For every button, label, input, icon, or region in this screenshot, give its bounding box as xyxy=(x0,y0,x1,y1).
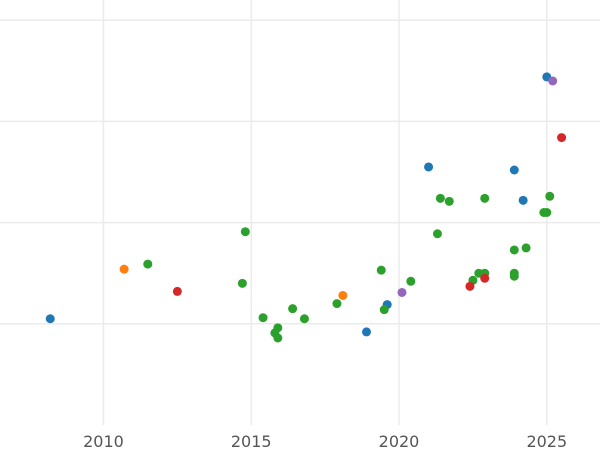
scatter-point xyxy=(397,287,407,297)
scatter-point xyxy=(435,193,445,203)
scatter-point xyxy=(172,286,182,296)
scatter-point xyxy=(376,265,386,275)
scatter-point xyxy=(273,333,283,343)
scatter-point xyxy=(480,273,490,283)
scatter-point xyxy=(542,208,552,217)
scatter-point xyxy=(521,243,531,253)
scatter-point xyxy=(143,259,153,269)
scatter-point xyxy=(379,305,389,315)
scatter-point xyxy=(465,281,475,291)
scatter-point xyxy=(518,195,528,205)
x-tick-label: 2025 xyxy=(526,432,567,450)
scatter-point xyxy=(444,196,454,206)
scatter-point xyxy=(557,133,567,143)
scatter-point xyxy=(406,276,416,286)
scatter-point xyxy=(332,299,342,309)
scatter-point xyxy=(362,327,372,337)
x-tick-label: 2020 xyxy=(379,432,420,450)
scatter-point xyxy=(258,313,268,323)
scatter-point xyxy=(299,314,309,324)
scatter-point xyxy=(509,165,519,175)
x-tick-label: 2010 xyxy=(83,432,124,450)
scatter-point xyxy=(548,76,558,86)
scatter-point xyxy=(240,227,250,237)
points-layer xyxy=(45,72,567,343)
scatter-point xyxy=(119,264,129,274)
scatter-point xyxy=(45,314,55,324)
x-tick-labels: 2010 2015 2020 2025 xyxy=(83,432,567,450)
scatter-point xyxy=(509,245,519,255)
scatter-point xyxy=(273,323,283,333)
scatter-point xyxy=(338,290,348,300)
scatter-point xyxy=(288,304,298,314)
grid-layer xyxy=(0,0,600,425)
scatter-point xyxy=(237,278,247,288)
scatter-point xyxy=(480,193,490,203)
x-tick-label: 2015 xyxy=(231,432,272,450)
scatter-point xyxy=(432,229,442,239)
scatter-point xyxy=(424,162,434,172)
scatter-point xyxy=(509,271,519,281)
scatter-point xyxy=(545,191,555,201)
